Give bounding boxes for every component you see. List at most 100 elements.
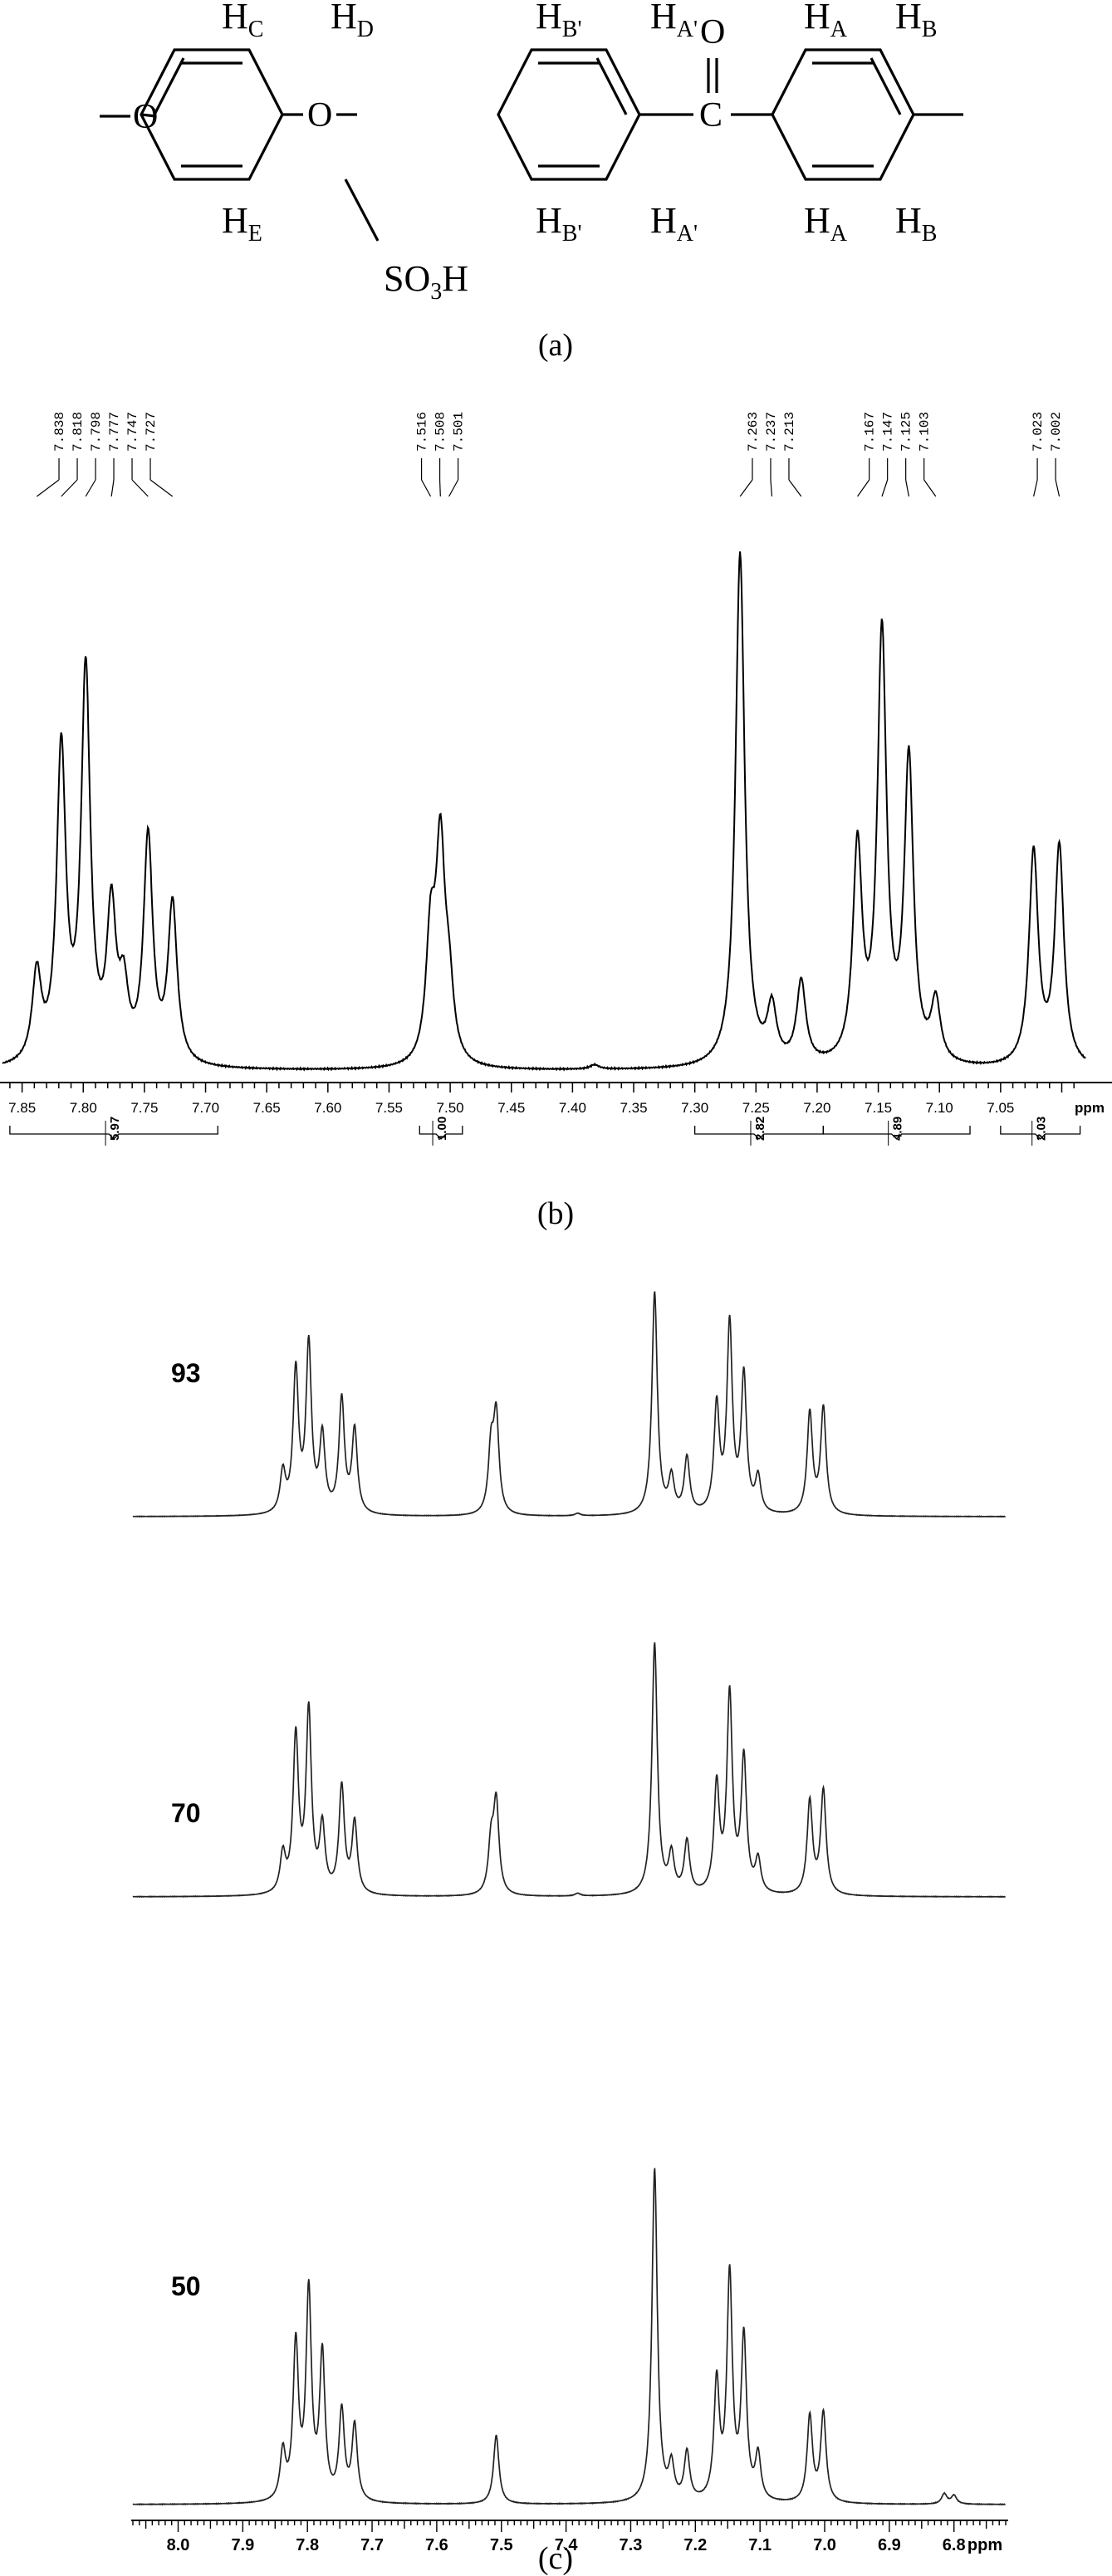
ring-3-double-bond <box>870 57 902 115</box>
sulfonic-acid-label: SO3H <box>384 258 468 305</box>
peak-leader-line <box>1033 479 1038 497</box>
ring-1-double-bond <box>153 57 185 115</box>
proton-label-he: HE <box>222 200 262 247</box>
proton-label-ha-prime-bottom: HA' <box>650 200 698 247</box>
peak-shift-label: 7.798 <box>89 412 104 452</box>
proton-label-hb-bottom: HB <box>895 200 937 247</box>
structure-labels: HC HD HE HB' HA' HB' HA' HA HB HA HB O O O C SO3H <box>133 0 937 305</box>
series-label: 93 <box>171 1358 201 1388</box>
proton-label-hb-prime-bottom: HB' <box>536 200 582 247</box>
oxygen-label-carbonyl: O <box>700 13 725 51</box>
x-tick-label: 7.15 <box>865 1100 892 1116</box>
integral-value: 2.03 <box>1035 1117 1049 1141</box>
x-tick-label: 8.0 <box>167 2536 190 2554</box>
x-axis-unit-label: ppm <box>1075 1100 1105 1116</box>
nmr-spectrum-b: 7.85 7.80 7.75 7.70 7.65 7.60 7.55 7.50 7.45 7.40… <box>0 412 1112 1146</box>
bond-o-ring1 <box>140 113 157 118</box>
peak-leader-line <box>421 479 432 497</box>
x-tick-label: 7.8 <box>296 2536 319 2554</box>
x-tick-label: 7.25 <box>742 1100 770 1116</box>
x-tick-label: 7.4 <box>555 2536 579 2554</box>
x-tick-label: 7.5 <box>490 2536 513 2554</box>
x-tick-label: 7.3 <box>620 2536 643 2554</box>
peak-leader-line <box>857 479 870 497</box>
peak-leader-line <box>36 479 60 497</box>
x-tick-label: 7.35 <box>620 1100 647 1116</box>
benzene-ring-1 <box>140 48 284 181</box>
integral-value: 5.97 <box>108 1117 122 1141</box>
peak-leader-line <box>905 479 909 497</box>
x-tick-label: 7.1 <box>748 2536 772 2554</box>
peak-leader-line <box>770 479 773 497</box>
x-tick-label: 7.2 <box>683 2536 707 2554</box>
peak-shift-label: 7.147 <box>881 412 896 452</box>
peak-leader-line <box>739 479 753 497</box>
integral-bracket <box>1000 1126 1081 1140</box>
peak-shift-label: 7.213 <box>782 412 797 452</box>
peak-shift-label: 7.023 <box>1031 412 1046 452</box>
oxygen-label-ether: O <box>307 96 332 134</box>
x-tick-label: 7.05 <box>987 1100 1014 1116</box>
x-tick-label: 7.60 <box>314 1100 341 1116</box>
x-tick-label: 7.10 <box>926 1100 953 1116</box>
peak-leader-line <box>788 479 802 497</box>
spectrum-trace <box>2 551 1086 1072</box>
x-tick-label: 7.9 <box>231 2536 254 2554</box>
integral-value: 1.00 <box>435 1117 449 1141</box>
spectrum-trace-93 <box>132 1291 1006 1518</box>
proton-label-hd: HD <box>331 0 374 42</box>
integral-bracket <box>419 1126 463 1140</box>
spectrum-trace-50 <box>132 2168 1006 2506</box>
oxygen-label-left: O <box>133 98 158 136</box>
panel-label-a: (a) <box>538 328 573 363</box>
x-axis-unit-label: ppm <box>967 2536 1002 2554</box>
peak-shift-label: 7.727 <box>144 412 159 452</box>
proton-label-hb-prime-top: HB' <box>536 0 582 42</box>
proton-label-hc: HC <box>222 0 263 42</box>
x-tick-label: 6.9 <box>878 2536 901 2554</box>
peak-leader-line <box>881 479 889 497</box>
carbon-label-carbonyl: C <box>699 96 723 134</box>
peak-leader-line <box>448 479 459 497</box>
peak-shift-label: 7.747 <box>125 412 140 452</box>
x-tick-label: 7.20 <box>803 1100 830 1116</box>
peak-shift-label: 7.125 <box>899 412 914 452</box>
integral-bracket <box>9 1126 218 1140</box>
integral-value: 4.89 <box>891 1117 905 1141</box>
x-tick-label: 7.65 <box>253 1100 281 1116</box>
peak-shift-label: 7.818 <box>71 412 86 452</box>
peak-shift-label: 7.103 <box>918 412 933 452</box>
peak-leader-line <box>131 479 149 497</box>
peak-leader-line <box>110 479 115 497</box>
x-tick-label: 7.80 <box>70 1100 97 1116</box>
spectrum-trace-70 <box>132 1642 1006 1899</box>
peak-shift-label: 7.002 <box>1049 412 1064 452</box>
panel-label-b: (b) <box>537 1196 574 1231</box>
peak-leader-line <box>438 479 441 497</box>
integral-bracket <box>822 1126 971 1140</box>
chemical-structure <box>100 48 963 242</box>
proton-label-ha-prime-top: HA' <box>650 0 698 42</box>
peak-shift-label: 7.501 <box>452 412 467 452</box>
proton-label-ha-bottom: HA <box>804 200 848 247</box>
x-tick-label: 7.50 <box>437 1100 464 1116</box>
x-tick-label: 7.70 <box>192 1100 219 1116</box>
panel-label-c: (c) <box>538 2541 573 2576</box>
peak-leader-line <box>149 479 174 497</box>
peak-shift-label: 7.167 <box>863 412 878 452</box>
x-tick-label: 7.6 <box>425 2536 448 2554</box>
peak-leader-line <box>1055 479 1061 497</box>
peak-leader-line <box>923 479 937 497</box>
peak-shift-label: 7.263 <box>746 412 761 452</box>
proton-label-hb-top: HB <box>895 0 937 42</box>
series-label: 50 <box>171 2271 201 2301</box>
x-tick-label: 7.7 <box>360 2536 384 2554</box>
proton-label-ha-top: HA <box>804 0 848 42</box>
peak-shift-label: 7.516 <box>415 412 430 452</box>
x-tick-label: 7.0 <box>813 2536 836 2554</box>
x-tick-label: 7.45 <box>497 1100 525 1116</box>
x-tick-label: 7.30 <box>681 1100 708 1116</box>
x-tick-label: 7.85 <box>8 1100 36 1116</box>
peak-shift-label: 7.838 <box>52 412 67 452</box>
peak-shift-label: 7.777 <box>107 412 122 452</box>
